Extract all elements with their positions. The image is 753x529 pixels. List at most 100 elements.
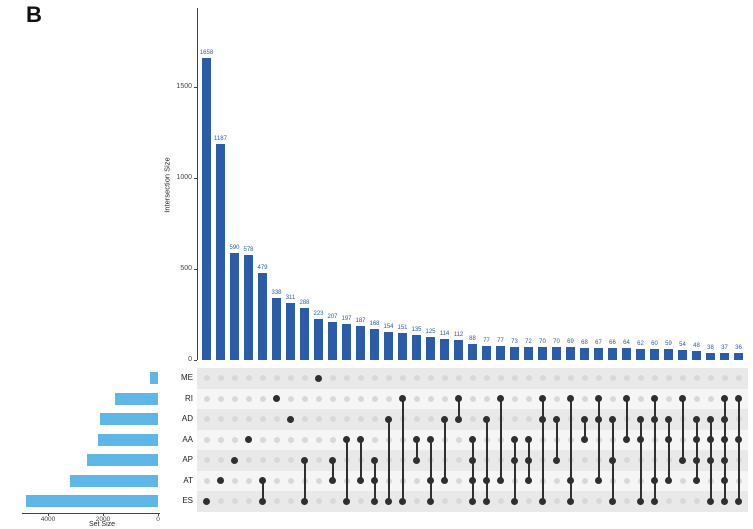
intersection-bar-value: 197 [341, 316, 352, 323]
intersection-bar-value: 88 [469, 335, 476, 342]
matrix-dot-inactive [315, 395, 322, 402]
intersection-bar-value: 72 [525, 338, 532, 345]
matrix-dot-inactive [259, 457, 266, 464]
intersection-bar [734, 353, 743, 360]
matrix-dot-inactive [385, 395, 392, 402]
matrix-dot-inactive [371, 375, 378, 382]
matrix-dot-active [581, 436, 588, 444]
matrix-dot-inactive [399, 375, 406, 382]
matrix-dot-active [609, 497, 616, 505]
matrix-dot-inactive [441, 498, 448, 505]
intersection-bar-value: 60 [651, 341, 658, 348]
matrix-dot-inactive [693, 395, 700, 402]
matrix-dot-inactive [301, 436, 308, 443]
matrix-dot-inactive [287, 457, 294, 464]
intersection-bar [370, 329, 379, 360]
matrix-dot-active [665, 436, 672, 444]
intersection-bar [566, 347, 575, 360]
intersection-bar-value: 69 [567, 339, 574, 346]
matrix-dot-active [413, 456, 420, 464]
matrix-dot-inactive [231, 416, 238, 423]
matrix-dot-inactive [525, 375, 532, 382]
matrix-dot-active [581, 415, 588, 423]
matrix-dot-inactive [371, 436, 378, 443]
matrix-dot-inactive [441, 375, 448, 382]
intersection-bar-value: 338 [271, 290, 282, 297]
matrix-dot-active [693, 436, 700, 444]
matrix-dot-inactive [581, 375, 588, 382]
set-row-label: ES [182, 496, 193, 506]
matrix-dot-inactive [287, 498, 294, 505]
matrix-dot-inactive [469, 416, 476, 423]
intersection-bar [384, 331, 393, 360]
matrix-dot-active [301, 497, 308, 505]
intersection-bar [706, 353, 715, 360]
matrix-dot-inactive [735, 375, 742, 382]
matrix-dot-active [595, 395, 602, 403]
matrix-dot-inactive [441, 395, 448, 402]
set-size-bar [150, 372, 158, 385]
matrix-dot-inactive [665, 498, 672, 505]
matrix-dot-active [721, 497, 728, 505]
set-size-bar [115, 392, 158, 405]
matrix-connector-line [555, 419, 558, 461]
matrix-dot-active [399, 497, 406, 505]
matrix-dot-active [693, 456, 700, 464]
matrix-dot-inactive [357, 375, 364, 382]
set-row-label: AD [181, 414, 193, 424]
matrix-dot-inactive [273, 457, 280, 464]
matrix-dot-active [735, 436, 742, 444]
matrix-dot-inactive [217, 436, 224, 443]
matrix-dot-active [399, 395, 406, 403]
intersection-bar [482, 345, 491, 360]
matrix-dot-inactive [553, 375, 560, 382]
matrix-dot-active [539, 497, 546, 505]
matrix-dot-inactive [707, 375, 714, 382]
matrix-dot-inactive [343, 375, 350, 382]
set-size-bar [70, 474, 158, 487]
matrix-dot-inactive [217, 457, 224, 464]
matrix-dot-active [595, 415, 602, 423]
matrix-dot-active [427, 436, 434, 444]
matrix-dot-active [301, 456, 308, 464]
intersection-bar [300, 307, 309, 360]
matrix-dot-inactive [483, 395, 490, 402]
matrix-dot-active [609, 456, 616, 464]
intersection-bar-value: 37 [721, 345, 728, 352]
matrix-connector-line [723, 398, 726, 502]
matrix-dot-active [721, 456, 728, 464]
panel-label: B [26, 2, 42, 27]
matrix-connector-line [331, 460, 334, 481]
matrix-dot-inactive [203, 457, 210, 464]
intersection-bar-value: 311 [285, 295, 296, 302]
intersection-bar [496, 345, 505, 360]
matrix-dot-inactive [623, 498, 630, 505]
intersection-bar [524, 346, 533, 360]
intersection-y-axis [197, 8, 198, 360]
matrix-dot-active [735, 497, 742, 505]
intersection-bar-value: 54 [679, 342, 686, 349]
intersection-bar [510, 346, 519, 360]
y-tick-label: 0 [188, 356, 192, 363]
matrix-connector-line [457, 398, 460, 420]
intersection-bar-value: 135 [411, 327, 422, 334]
matrix-dot-inactive [217, 375, 224, 382]
matrix-dot-inactive [273, 498, 280, 505]
intersection-bar [272, 298, 281, 360]
matrix-dot-inactive [595, 498, 602, 505]
matrix-dot-active [455, 415, 462, 423]
matrix-dot-active [245, 436, 252, 444]
matrix-dot-inactive [217, 498, 224, 505]
matrix-dot-inactive [245, 457, 252, 464]
matrix-dot-active [707, 436, 714, 444]
matrix-connector-line [345, 439, 348, 502]
matrix-dot-active [427, 477, 434, 485]
matrix-dot-inactive [427, 395, 434, 402]
intersection-bar-value: 67 [595, 339, 602, 346]
matrix-dot-inactive [231, 477, 238, 484]
y-tick-label: 1500 [176, 83, 192, 90]
intersection-bar [230, 252, 239, 360]
matrix-dot-inactive [427, 416, 434, 423]
intersection-bar-value: 77 [483, 337, 490, 344]
matrix-dot-inactive [553, 498, 560, 505]
